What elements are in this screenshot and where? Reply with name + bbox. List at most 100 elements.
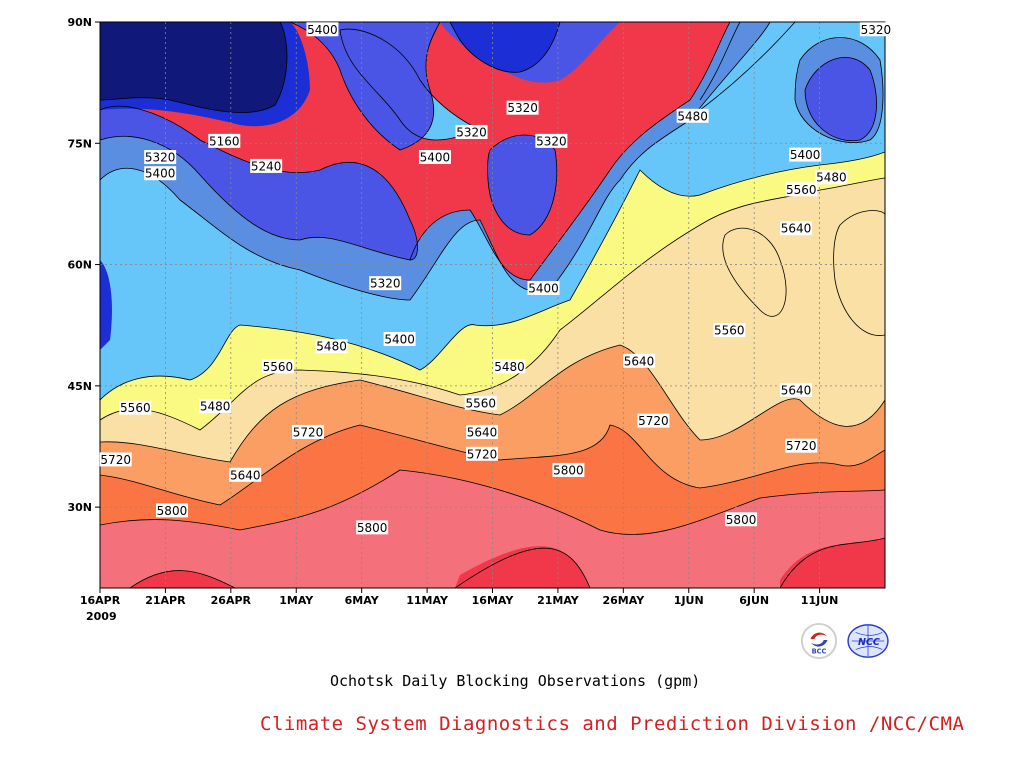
contour-label: 5640 [780, 382, 813, 397]
contour-line-island-5 [794, 37, 884, 143]
contour-label: 5720 [785, 438, 818, 453]
organization-caption: Climate System Diagnostics and Predictio… [260, 713, 965, 735]
contour-label: 5320 [859, 22, 892, 37]
x-tick-label: 1JUN [674, 594, 704, 607]
x-tick-label: 6JUN [739, 594, 769, 607]
contour-line-island-7 [699, 22, 796, 111]
contour-label-text: 5240 [251, 159, 282, 173]
contour-line-island-4 [804, 56, 877, 142]
contour-label: 5800 [725, 512, 758, 527]
x-tick-label: 11MAY [406, 594, 449, 607]
contour-label-text: 5720 [467, 447, 498, 461]
contour-label: 5480 [815, 170, 848, 185]
band-5240 [100, 106, 418, 260]
contour-label-text: 5560 [465, 396, 496, 410]
contour-label: 5320 [506, 100, 539, 115]
contour-label: 5720 [637, 413, 670, 428]
contour-label: 5320 [144, 150, 177, 165]
band-5160-top [450, 22, 560, 73]
contour-label-text: 5480 [200, 400, 231, 414]
x-tick-label: 26APR [211, 594, 252, 607]
contour-label: 5400 [144, 166, 177, 181]
contour-label-text: 5400 [384, 332, 415, 346]
contour-label-text: 5320 [507, 101, 538, 115]
contour-label-text: 5640 [230, 468, 261, 482]
x-tick-label: 1MAY [279, 594, 314, 607]
x-axis-year-label: 2009 [86, 610, 117, 623]
contour-label: 5640 [623, 353, 656, 368]
band-5480 [100, 152, 885, 430]
contour-line-island-1 [722, 227, 787, 317]
contour-label-text: 5320 [145, 151, 176, 165]
contour-label: 5320 [369, 276, 402, 291]
contour-label-text: 5400 [307, 23, 338, 37]
axis-ticks [95, 21, 821, 593]
contour-label-text: 5720 [786, 439, 817, 453]
contour-label-text: 5480 [316, 340, 347, 354]
band-5320 [100, 22, 770, 300]
contour-label: 5640 [466, 424, 499, 439]
contour-label-text: 5720 [100, 453, 131, 467]
contour-label-text: 5320 [370, 277, 401, 291]
x-tick-label: 16APR [80, 594, 121, 607]
contour-label: 5800 [356, 520, 389, 535]
contour-label-text: 5560 [263, 360, 294, 374]
contour-label: 5560 [713, 323, 746, 338]
bcc-logo-text: BCC [812, 647, 827, 655]
band-5240-top [290, 22, 440, 150]
chart-title: Ochotsk Daily Blocking Observations (gpm… [330, 672, 701, 690]
contour-label: 5400 [383, 331, 416, 346]
x-tick-label: 6MAY [345, 594, 380, 607]
ncc-logo-text: NCC [858, 637, 880, 648]
contour-label: 5160 [208, 133, 241, 148]
y-tick-label: 75N [67, 137, 92, 150]
contour-label-text: 5320 [536, 134, 567, 148]
x-tick-label: 16MAY [472, 594, 515, 607]
contour-label: 5800 [155, 503, 188, 518]
contour-label: 5400 [527, 281, 560, 296]
contour-label: 5320 [535, 133, 568, 148]
contour-label-text: 5560 [714, 324, 745, 338]
contour-line-5320 [100, 22, 731, 281]
contour-line-5400 [100, 22, 771, 301]
contour-line-5560 [100, 177, 885, 431]
contour-label-text: 5400 [420, 151, 451, 165]
contour-label-text: 5400 [790, 148, 821, 162]
contour-label-text: 5800 [157, 504, 188, 518]
contour-label: 5560 [119, 400, 152, 415]
y-tick-label: 60N [67, 259, 92, 272]
contour-label: 5640 [229, 467, 262, 482]
contour-line-5240 [100, 105, 418, 261]
contour-label: 5560 [261, 359, 294, 374]
contour-label-text: 5640 [781, 222, 812, 236]
contour-line-5480 [100, 151, 885, 401]
contour-label: 5720 [292, 424, 325, 439]
contour-label-text: 5720 [293, 425, 324, 439]
contour-label: 5560 [785, 182, 818, 197]
contour-label-text: 5720 [638, 414, 669, 428]
contour-label-text: 5400 [145, 167, 176, 181]
contour-label: 5400 [418, 150, 451, 165]
contour-label: 5800 [552, 462, 585, 477]
contour-label: 5480 [315, 339, 348, 354]
contour-line-5640 [100, 344, 885, 463]
contour-label-text: 5320 [456, 125, 487, 139]
contour-label: 5640 [780, 221, 813, 236]
contour-label: 5320 [455, 124, 488, 139]
contour-label-text: 5160 [209, 134, 240, 148]
band-5400 [100, 22, 885, 400]
contour-line-5160c [449, 22, 561, 73]
x-tick-label: 11JUN [801, 594, 839, 607]
y-tick-label: 30N [67, 501, 92, 514]
band-5160-left [100, 260, 112, 350]
band-5240-center-island [487, 135, 557, 235]
contour-line-5800 [100, 469, 885, 535]
contour-label: 5240 [250, 158, 283, 173]
y-axis-tick-labels: 90N 75N 60N 45N 30N [67, 16, 92, 514]
contour-label: 5480 [199, 399, 232, 414]
y-tick-label: 90N [67, 16, 92, 29]
contour-labels: 5400 5320 5320 5320 5320 5480 5160 5400 5240 5320… [99, 22, 892, 535]
x-tick-label: 21APR [145, 594, 186, 607]
contour-label-text: 5800 [553, 463, 584, 477]
